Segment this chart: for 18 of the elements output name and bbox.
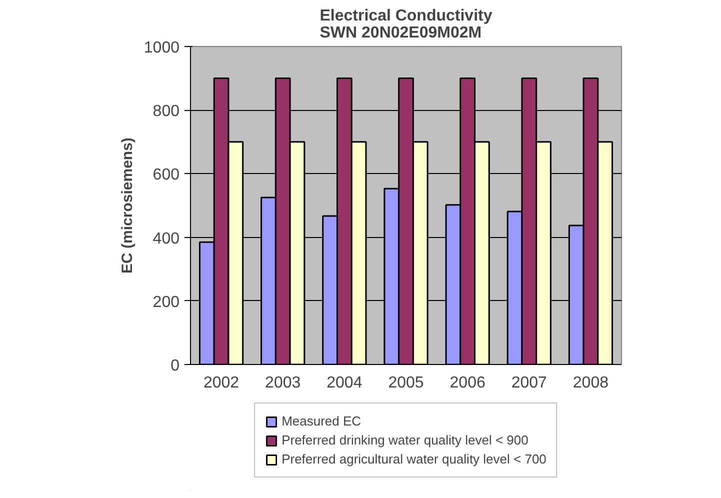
y-tick-label: 1000 bbox=[144, 40, 180, 56]
y-tick-label: 800 bbox=[152, 103, 180, 120]
x-tick-label: 2003 bbox=[265, 374, 301, 392]
legend-label: Measured EC bbox=[282, 414, 362, 428]
legend-label: Preferred drinking water quality level < 900 bbox=[282, 432, 528, 448]
x-tick-label: 2007 bbox=[511, 374, 548, 392]
y-tick-label: 600 bbox=[152, 166, 180, 184]
y-tick-label: 0 bbox=[170, 358, 180, 374]
y-tick-label: 400 bbox=[152, 230, 180, 248]
x-tick-label: 2005 bbox=[388, 374, 424, 392]
y-axis-title: EC (microsiemens) bbox=[118, 138, 136, 274]
x-tick-label: 2006 bbox=[450, 374, 486, 392]
x-tick-label: 2002 bbox=[203, 374, 240, 392]
legend-label: Preferred agricultural water quality level < 700 bbox=[282, 452, 546, 466]
y-tick-label: 200 bbox=[152, 294, 180, 311]
x-tick-label: 2004 bbox=[326, 374, 362, 392]
chart-title: Electrical Conductivity SWN 20N02E09M02M bbox=[320, 8, 492, 42]
x-tick-label: 2008 bbox=[572, 374, 609, 392]
